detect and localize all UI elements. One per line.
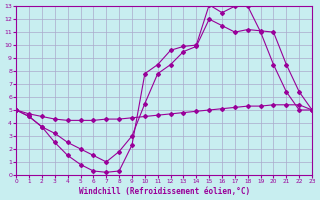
X-axis label: Windchill (Refroidissement éolien,°C): Windchill (Refroidissement éolien,°C)	[79, 187, 250, 196]
